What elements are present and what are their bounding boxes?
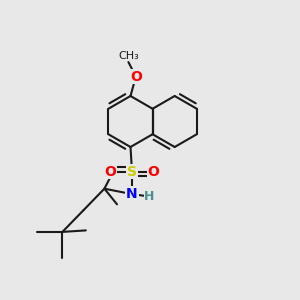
Text: S: S [127,165,137,178]
Text: CH₃: CH₃ [118,51,139,61]
Text: N: N [126,187,138,201]
Text: H: H [144,190,154,203]
Text: O: O [148,165,160,178]
Text: O: O [130,70,142,83]
Text: O: O [104,165,116,178]
